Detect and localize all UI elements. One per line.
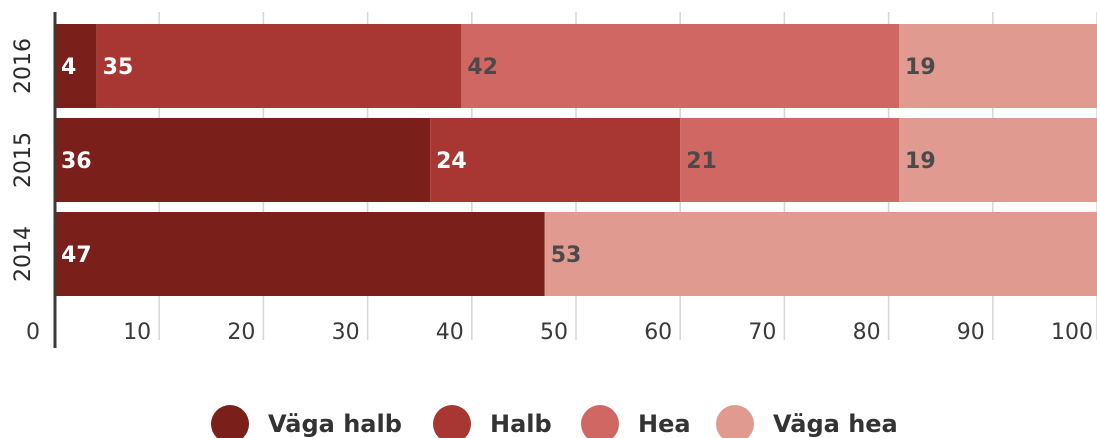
x-tick-90: 90 — [957, 320, 985, 345]
legend: Väga halb Halb Hea Väga hea — [211, 405, 898, 438]
legend-marker-väga-halb — [211, 405, 249, 438]
legend-marker-halb — [433, 405, 471, 438]
x-axis-ticks: 0 10 20 30 40 50 60 70 80 90 100 — [26, 320, 1093, 345]
data-label-2015-hea: 21 — [686, 149, 717, 174]
bar-2014-väga-halb — [55, 212, 545, 296]
legend-label-halb: Halb — [490, 410, 552, 438]
bar-2014-väga-hea — [544, 212, 1097, 296]
bar-2015-hea — [680, 118, 900, 202]
bar-2015-väga-hea — [899, 118, 1097, 202]
data-label-2016-halb: 35 — [103, 55, 134, 80]
legend-label-väga-halb: Väga halb — [268, 410, 402, 438]
data-label-2015-väga-halb: 36 — [61, 149, 92, 174]
bar-2016-hea — [461, 24, 900, 108]
x-tick-10: 10 — [123, 320, 151, 345]
legend-label-väga-hea: Väga hea — [773, 410, 898, 438]
legend-label-hea: Hea — [638, 410, 691, 438]
y-label-2016: 2016 — [11, 38, 36, 94]
bar-2016-väga-halb — [55, 24, 97, 108]
x-tick-60: 60 — [644, 320, 672, 345]
x-tick-20: 20 — [227, 320, 255, 345]
x-tick-0: 0 — [26, 320, 40, 345]
bars: 4 35 42 19 36 24 21 19 47 53 — [55, 24, 1097, 296]
data-label-2016-väga-hea: 19 — [905, 55, 936, 80]
x-tick-70: 70 — [748, 320, 776, 345]
data-label-2014-väga-hea: 53 — [551, 243, 582, 268]
x-tick-30: 30 — [332, 320, 360, 345]
legend-marker-väga-hea — [716, 405, 754, 438]
y-axis-labels: 2016 2015 2014 — [11, 38, 36, 282]
x-tick-50: 50 — [540, 320, 568, 345]
data-label-2016-väga-halb: 4 — [61, 55, 76, 80]
data-label-2015-halb: 24 — [436, 149, 467, 174]
x-tick-80: 80 — [853, 320, 881, 345]
y-label-2015: 2015 — [11, 132, 36, 188]
data-label-2014-väga-halb: 47 — [61, 243, 92, 268]
bar-2016-halb — [96, 24, 462, 108]
bar-2015-väga-halb — [55, 118, 431, 202]
legend-marker-hea — [581, 405, 619, 438]
x-tick-40: 40 — [436, 320, 464, 345]
y-label-2014: 2014 — [11, 226, 36, 282]
bar-2016-väga-hea — [899, 24, 1097, 108]
bar-2015-halb — [430, 118, 681, 202]
x-tick-100: 100 — [1051, 320, 1093, 345]
data-label-2016-hea: 42 — [467, 55, 498, 80]
data-label-2015-väga-hea: 19 — [905, 149, 936, 174]
